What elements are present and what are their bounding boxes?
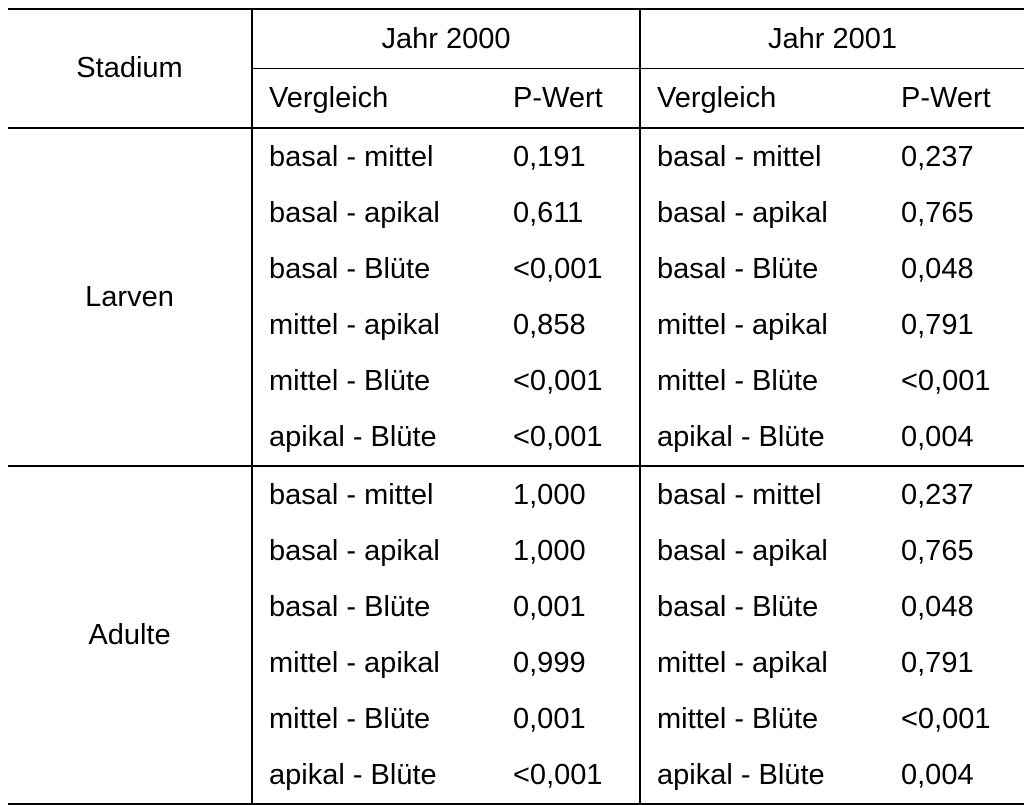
comparison-cell-2000: basal - Blüte (269, 252, 431, 285)
comparison-cell-2000: basal - apikal (269, 534, 440, 567)
vergleich-header-2001: Vergleich (640, 68, 885, 129)
table-row: basal - apikal 0,611 basal - apikal 0,765 (8, 185, 1024, 241)
comparison-cell-2000: apikal - Blüte (252, 747, 497, 805)
p-value-cell-2000: 0,191 (497, 128, 641, 185)
p-value-cell-2000: 0,999 (497, 635, 641, 691)
p-value-cell-2000: <0,001 (497, 747, 641, 805)
header-row-columns: Vergleich P-Wert Vergleich P-Wert (8, 68, 1024, 129)
comparison-cell-2001: apikal - Blüte (640, 409, 885, 467)
comparison-cell-2001: basal - mittel (657, 140, 822, 173)
table-row: basal - Blüte <0,001 basal - Blüte 0,048 (8, 241, 1024, 297)
comparison-cell-2000: basal - apikal (269, 196, 440, 229)
comparison-cell-2001: mittel - apikal (657, 308, 828, 341)
vergleich-header-2000: Vergleich (252, 68, 497, 129)
comparison-cell-2000: apikal - Blüte (252, 409, 497, 467)
comparison-cell-2001: basal - Blüte (657, 590, 819, 623)
p-value-cell-2000: 0,858 (497, 297, 641, 353)
table-row: mittel - apikal 0,999 mittel - apikal 0,791 (8, 635, 1024, 691)
table-row: basal - apikal 1,000 basal - apikal 0,765 (8, 523, 1024, 579)
header-row-years: Stadium Jahr 2000 Jahr 2001 (8, 8, 1024, 129)
p-value-cell-2000: 0,001 (497, 579, 641, 635)
table-row: mittel - Blüte <0,001 mittel - Blüte <0,001 (8, 353, 1024, 409)
year-2000-header: Jahr 2000 (252, 8, 641, 69)
comparison-cell-2000: mittel - apikal (269, 308, 440, 341)
year-2001-header: Jahr 2001 (640, 8, 1024, 69)
comparison-cell-2001: mittel - Blüte (657, 364, 819, 397)
p-value-cell-2001: 0,237 (901, 140, 974, 173)
p-value-cell-2000: 1,000 (497, 466, 641, 523)
table-row: mittel - Blüte 0,001 mittel - Blüte <0,001 (8, 691, 1024, 747)
p-value-cell-2001: 0,791 (901, 646, 974, 679)
p-wert-header-2001: P-Wert (885, 68, 1024, 129)
p-value-cell-2001: 0,765 (901, 196, 974, 229)
p-value-cell-2000: 0,001 (497, 691, 641, 747)
comparison-cell-2000: mittel - Blüte (269, 364, 431, 397)
p-value-cell-2000: <0,001 (497, 409, 641, 467)
table-row: basal - Blüte 0,001 basal - Blüte 0,048 (8, 579, 1024, 635)
p-value-cell-2001: <0,001 (901, 702, 991, 735)
comparison-cell-2000: mittel - Blüte (269, 702, 431, 735)
table-row: Adulte basal - mittel 1,000 basal - mittel 0… (8, 466, 1024, 805)
p-value-cell-2001: <0,001 (901, 364, 991, 397)
table-header: Stadium Jahr 2000 Jahr 2001 Vergleich P-… (8, 8, 1024, 129)
p-value-cell-2001: 0,237 (901, 478, 974, 511)
p-value-cell-2001: 0,048 (901, 590, 974, 623)
table-body: Larven basal - mittel 0,191 basal - mittel 0… (8, 128, 1024, 805)
p-value-cell-2001: 0,004 (885, 409, 1024, 467)
comparison-cell-2000: basal - mittel (269, 140, 434, 173)
p-value-cell-2001: 0,048 (901, 252, 974, 285)
comparison-cell-2001: basal - apikal (657, 196, 828, 229)
comparison-cell-2001: basal - mittel (657, 478, 822, 511)
table-row: Larven basal - mittel 0,191 basal - mittel 0… (8, 128, 1024, 467)
comparison-cell-2000: basal - Blüte (269, 590, 431, 623)
comparison-cell-2001: basal - Blüte (657, 252, 819, 285)
comparison-cell-2001: basal - apikal (657, 534, 828, 567)
comparison-cell-2000: basal - mittel (269, 478, 434, 511)
table-row: apikal - Blüte <0,001 apikal - Blüte 0,004 (8, 409, 1024, 467)
comparison-cell-2001: mittel - Blüte (657, 702, 819, 735)
table-row: mittel - apikal 0,858 mittel - apikal 0,791 (8, 297, 1024, 353)
p-value-cell-2001: 0,004 (885, 747, 1024, 805)
p-value-cell-2000: 1,000 (497, 523, 641, 579)
p-value-cell-2000: <0,001 (497, 353, 641, 409)
comparison-cell-2001: mittel - apikal (657, 646, 828, 679)
stadium-cell: Larven (8, 128, 253, 467)
p-value-comparison-table: Stadium Jahr 2000 Jahr 2001 Vergleich P-… (8, 8, 1024, 805)
p-wert-header-2000: P-Wert (497, 68, 641, 129)
p-value-cell-2001: 0,765 (901, 534, 974, 567)
comparison-cell-2000: mittel - apikal (269, 646, 440, 679)
stadium-header: Stadium (8, 8, 253, 129)
p-value-cell-2001: 0,791 (901, 308, 974, 341)
table-row: apikal - Blüte <0,001 apikal - Blüte 0,004 (8, 747, 1024, 805)
p-value-cell-2000: 0,611 (497, 185, 641, 241)
p-value-cell-2000: <0,001 (497, 241, 641, 297)
stadium-cell: Adulte (8, 466, 253, 805)
comparison-cell-2001: apikal - Blüte (640, 747, 885, 805)
